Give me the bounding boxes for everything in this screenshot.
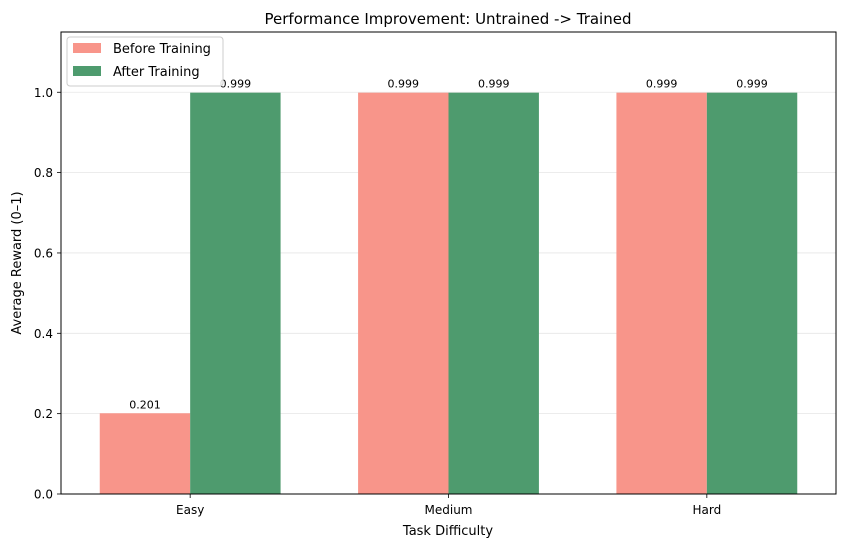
- data-label-after-training-medium: 0.999: [478, 78, 510, 91]
- data-label-before-training-hard: 0.999: [646, 78, 678, 91]
- x-tick-label-medium: Medium: [425, 503, 473, 517]
- x-tick-label-easy: Easy: [176, 503, 204, 517]
- legend-swatch-after-training: [73, 66, 101, 76]
- data-label-before-training-easy: 0.201: [129, 398, 161, 411]
- y-tick-label: 1.0: [34, 86, 53, 100]
- bar-before-training-medium: [358, 92, 449, 495]
- y-axis-label: Average Reward (0–1): [10, 191, 25, 334]
- legend: Before Training After Training: [66, 36, 224, 87]
- x-tick-label-hard: Hard: [692, 503, 721, 517]
- legend-label-after-training: After Training: [113, 65, 200, 80]
- bar-after-training-medium: [448, 92, 539, 495]
- bars: [99, 92, 798, 495]
- bar-before-training-hard: [616, 92, 707, 495]
- y-tick-label: 0.4: [34, 327, 53, 341]
- data-label-after-training-easy: 0.999: [220, 78, 252, 91]
- legend-label-before-training: Before Training: [113, 42, 211, 57]
- legend-frame: [66, 36, 224, 87]
- bar-before-training-easy: [99, 413, 191, 494]
- y-tick-label: 0.6: [34, 246, 53, 260]
- y-tick-label: 0.2: [34, 407, 53, 421]
- y-tick-label: 0.8: [34, 166, 53, 180]
- data-label-after-training-hard: 0.999: [736, 78, 768, 91]
- legend-swatch-before-training: [73, 43, 101, 53]
- axis-ticks: 0.0 0.2 0.4 0.6 0.8 1.0 Easy Medium Hard: [34, 86, 721, 517]
- bar-after-training-easy: [190, 92, 281, 495]
- data-label-before-training-medium: 0.999: [388, 78, 420, 91]
- bar-after-training-hard: [706, 92, 798, 495]
- data-labels: 0.201 0.999 0.999 0.999 0.999 0.999: [129, 78, 768, 412]
- y-tick-label: 0.0: [34, 488, 53, 502]
- x-axis-label: Task Difficulty: [402, 524, 493, 539]
- chart-title: Performance Improvement: Untrained -> Tr…: [265, 10, 632, 28]
